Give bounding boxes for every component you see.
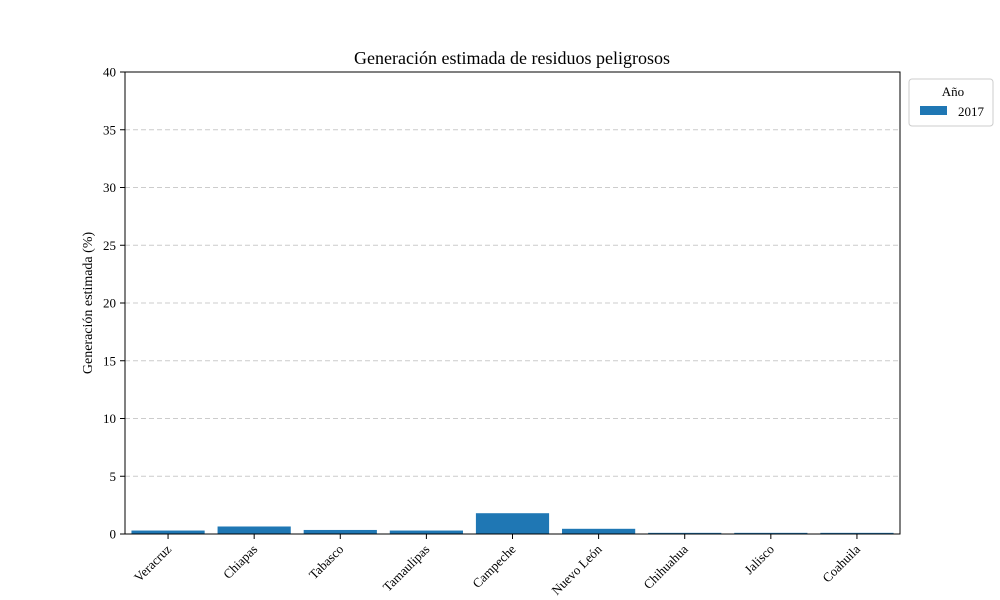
x-tick-label: Tabasco [306, 542, 347, 583]
bar [217, 526, 291, 534]
bars-layer [131, 513, 894, 534]
y-tick-label: 30 [103, 180, 116, 195]
y-tick-label: 15 [103, 353, 116, 368]
y-tick-label: 20 [103, 296, 116, 311]
x-tick-label: Veracruz [131, 541, 174, 584]
x-tick-label: Tamaulipas [380, 542, 433, 595]
legend-title: Año [942, 84, 964, 99]
x-tick-label: Chiapas [220, 542, 260, 582]
bar [389, 530, 463, 534]
y-tick-label: 0 [110, 527, 117, 542]
legend-swatch-2017 [920, 106, 947, 115]
x-tick-label: Coahuila [819, 541, 863, 585]
y-tick-label: 35 [103, 122, 116, 137]
bar [820, 532, 894, 534]
y-tick-label: 10 [103, 411, 116, 426]
bar [734, 532, 808, 534]
bar [303, 529, 377, 534]
legend-label-2017: 2017 [958, 104, 985, 119]
y-axis-label: Generación estimada (%) [81, 232, 96, 375]
x-ticks-layer: Veracruz Chiapas Tabasco Tamaulipas Campeche… [131, 534, 863, 598]
x-tick-label: Jalisco [741, 542, 777, 578]
legend: Año 2017 [908, 78, 994, 127]
bar [131, 530, 205, 534]
y-ticks-layer: 0 5 10 15 20 25 30 35 40 [103, 65, 125, 542]
chart-title: Generación estimada de residuos peligros… [354, 48, 670, 68]
bar [562, 528, 636, 534]
bar [648, 532, 722, 534]
bar [475, 513, 550, 534]
y-tick-label: 25 [103, 238, 116, 253]
y-tick-label: 5 [110, 469, 117, 484]
y-tick-label: 40 [103, 65, 116, 80]
x-tick-label: Chihuahua [640, 541, 691, 592]
grid-layer [125, 129, 900, 477]
x-tick-label: Nuevo León [548, 541, 605, 598]
x-tick-label: Campeche [469, 541, 519, 591]
